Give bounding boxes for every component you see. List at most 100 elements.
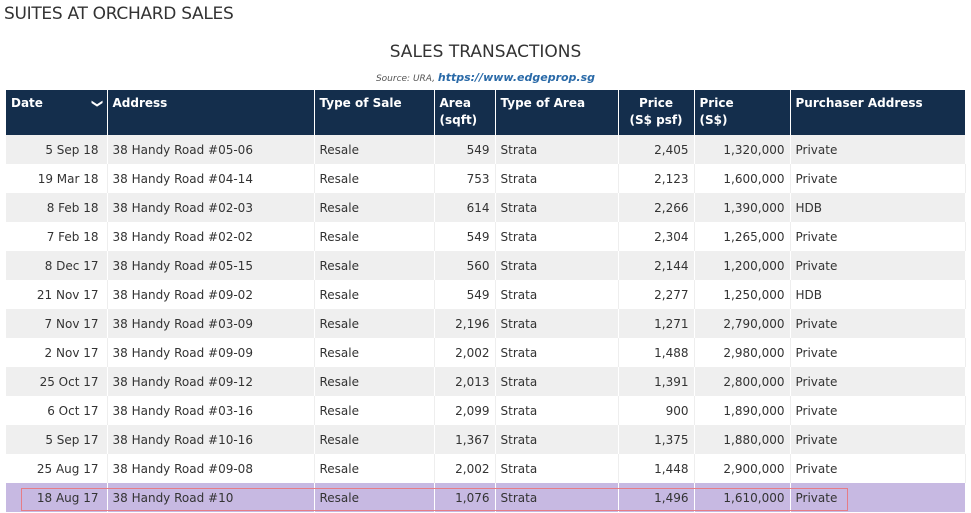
cell-date: 2 Nov 17 (6, 338, 108, 367)
cell-purchaser-address: Private (790, 454, 966, 483)
cell-purchaser-address: Private (790, 338, 966, 367)
cell-area: 549 (434, 135, 496, 164)
table-row[interactable]: 7 Feb 18 38 Handy Road #02-02 Resale 549 Str… (6, 222, 966, 251)
cell-price-psf: 2,123 (618, 164, 695, 193)
cell-price-psf: 2,304 (618, 222, 695, 251)
cell-purchaser-address: Private (790, 251, 966, 280)
cell-type-of-area: Strata (495, 193, 619, 222)
cell-price: 2,900,000 (694, 454, 791, 483)
cell-price: 1,600,000 (694, 164, 791, 193)
cell-type-of-area: Strata (495, 367, 619, 396)
cell-area: 614 (434, 193, 496, 222)
cell-date: 21 Nov 17 (6, 280, 108, 309)
cell-price: 2,790,000 (694, 309, 791, 338)
cell-type-of-sale: Resale (314, 135, 435, 164)
table-row[interactable]: 5 Sep 17 38 Handy Road #10-16 Resale 1,367 S… (6, 425, 966, 454)
table-row[interactable]: 7 Nov 17 38 Handy Road #03-09 Resale 2,196 S… (6, 309, 966, 338)
cell-price-psf: 1,375 (618, 425, 695, 454)
sales-transactions-table: Date ❮ Address Type of Sale Area (sqft) Ty… (6, 90, 966, 512)
chevron-down-icon[interactable]: ❮ (90, 98, 104, 109)
cell-price-psf: 1,488 (618, 338, 695, 367)
source-note: Source: URA, https://www.edgeprop.sg (0, 71, 971, 84)
cell-type-of-area: Strata (495, 454, 619, 483)
column-header-price[interactable]: Price (S$) (694, 90, 791, 135)
table-row[interactable]: 6 Oct 17 38 Handy Road #03-16 Resale 2,099 S… (6, 396, 966, 425)
table-row[interactable]: 5 Sep 18 38 Handy Road #05-06 Resale 549 Str… (6, 135, 966, 164)
cell-address: 38 Handy Road #10 (107, 483, 315, 512)
cell-type-of-sale: Resale (314, 454, 435, 483)
cell-price: 1,200,000 (694, 251, 791, 280)
cell-price-psf: 2,405 (618, 135, 695, 164)
cell-price-psf: 1,391 (618, 367, 695, 396)
cell-address: 38 Handy Road #10-16 (107, 425, 315, 454)
cell-address: 38 Handy Road #05-15 (107, 251, 315, 280)
cell-price: 1,880,000 (694, 425, 791, 454)
cell-price: 1,320,000 (694, 135, 791, 164)
cell-purchaser-address: Private (790, 222, 966, 251)
cell-date: 7 Feb 18 (6, 222, 108, 251)
cell-purchaser-address: Private (790, 135, 966, 164)
cell-address: 38 Handy Road #09-12 (107, 367, 315, 396)
table-row[interactable]: 8 Dec 17 38 Handy Road #05-15 Resale 560 Str… (6, 251, 966, 280)
cell-area: 1,076 (434, 483, 496, 512)
cell-purchaser-address: Private (790, 164, 966, 193)
cell-type-of-area: Strata (495, 396, 619, 425)
cell-price-psf: 2,266 (618, 193, 695, 222)
cell-purchaser-address: Private (790, 396, 966, 425)
cell-price-psf: 2,144 (618, 251, 695, 280)
cell-date: 5 Sep 17 (6, 425, 108, 454)
cell-price-psf: 1,496 (618, 483, 695, 512)
column-header-type-of-sale[interactable]: Type of Sale (314, 90, 435, 135)
table-row[interactable]: 21 Nov 17 38 Handy Road #09-02 Resale 549 St… (6, 280, 966, 309)
cell-date: 8 Feb 18 (6, 193, 108, 222)
cell-address: 38 Handy Road #03-16 (107, 396, 315, 425)
cell-area: 2,002 (434, 454, 496, 483)
cell-purchaser-address: Private (790, 367, 966, 396)
cell-type-of-area: Strata (495, 164, 619, 193)
cell-type-of-sale: Resale (314, 251, 435, 280)
table-row[interactable]: 25 Aug 17 38 Handy Road #09-08 Resale 2,002… (6, 454, 966, 483)
cell-area: 2,002 (434, 338, 496, 367)
column-header-purchaser-address[interactable]: Purchaser Address (790, 90, 965, 135)
cell-price: 1,890,000 (694, 396, 791, 425)
page-title: SUITES AT ORCHARD SALES (4, 4, 234, 24)
cell-area: 753 (434, 164, 496, 193)
table-row[interactable]: 2 Nov 17 38 Handy Road #09-09 Resale 2,002 S… (6, 338, 966, 367)
cell-type-of-sale: Resale (314, 367, 435, 396)
section-title: SALES TRANSACTIONS (389, 42, 582, 62)
table-row[interactable]: 18 Aug 17 38 Handy Road #10 Resale 1,076 Str… (6, 483, 966, 512)
column-header-address[interactable]: Address (107, 90, 315, 135)
cell-price: 2,980,000 (694, 338, 791, 367)
cell-type-of-area: Strata (495, 483, 619, 512)
cell-address: 38 Handy Road #09-02 (107, 280, 315, 309)
cell-date: 25 Aug 17 (6, 454, 108, 483)
cell-type-of-sale: Resale (314, 164, 435, 193)
cell-address: 38 Handy Road #09-08 (107, 454, 315, 483)
cell-purchaser-address: Private (790, 425, 966, 454)
cell-area: 1,367 (434, 425, 496, 454)
column-header-type-of-area[interactable]: Type of Area (495, 90, 619, 135)
source-link[interactable]: https://www.edgeprop.sg (437, 71, 596, 84)
cell-date: 6 Oct 17 (6, 396, 108, 425)
cell-address: 38 Handy Road #04-14 (107, 164, 315, 193)
cell-date: 5 Sep 18 (6, 135, 108, 164)
cell-price: 1,265,000 (694, 222, 791, 251)
table-row[interactable]: 25 Oct 17 38 Handy Road #09-12 Resale 2,013… (6, 367, 966, 396)
table-row[interactable]: 19 Mar 18 38 Handy Road #04-14 Resale 753 St… (6, 164, 966, 193)
cell-area: 549 (434, 280, 496, 309)
cell-purchaser-address: HDB (790, 280, 966, 309)
cell-price: 1,610,000 (694, 483, 791, 512)
table-row[interactable]: 8 Feb 18 38 Handy Road #02-03 Resale 614 Str… (6, 193, 966, 222)
cell-purchaser-address: Private (790, 483, 966, 512)
column-header-price-psf[interactable]: Price (S$ psf) (618, 90, 695, 135)
column-header-area[interactable]: Area (sqft) (434, 90, 496, 135)
cell-price-psf: 1,448 (618, 454, 695, 483)
cell-address: 38 Handy Road #05-06 (107, 135, 315, 164)
column-header-date[interactable]: Date ❮ (6, 90, 108, 135)
cell-area: 2,013 (434, 367, 496, 396)
cell-type-of-area: Strata (495, 425, 619, 454)
cell-type-of-area: Strata (495, 280, 619, 309)
cell-type-of-sale: Resale (314, 193, 435, 222)
cell-type-of-sale: Resale (314, 309, 435, 338)
cell-type-of-area: Strata (495, 135, 619, 164)
